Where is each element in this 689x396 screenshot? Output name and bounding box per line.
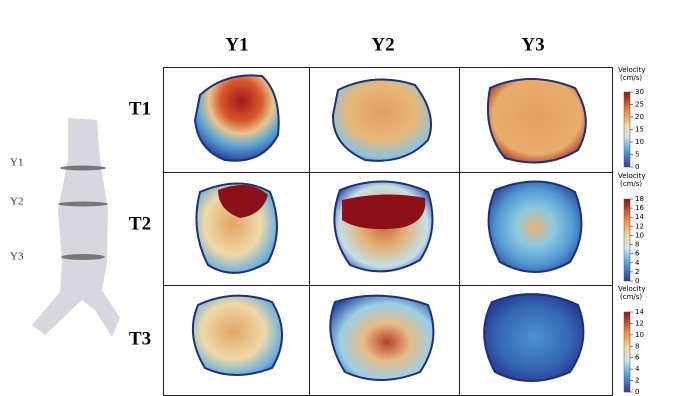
velocity-map [193, 74, 280, 162]
velocity-core [218, 185, 268, 218]
plane [61, 254, 105, 260]
velocity-map [486, 78, 587, 164]
colorbar-tick-label: 4 [635, 365, 640, 373]
colorbar-tick-label: 18 [635, 195, 644, 203]
colorbar-tick-label: 8 [635, 342, 639, 350]
colorbar-tick-label: 25 [635, 101, 644, 109]
velocity-map [329, 294, 435, 381]
plane-label: Y1 [10, 157, 23, 169]
colorbar-tick-label: 10 [635, 331, 644, 339]
colorbar-tick-label: 15 [635, 126, 644, 134]
colorbar-tick-label: 0 [635, 277, 639, 285]
column-header: Y1 [225, 34, 248, 55]
colorbar-tick-label: 20 [635, 113, 644, 121]
colorbar-tick-label: 6 [635, 250, 640, 258]
colorbar-tick-label: 2 [635, 377, 639, 385]
plane-label: Y3 [10, 251, 24, 263]
colorbar-unit: (cm/s) [620, 180, 642, 188]
colorbar-tick-label: 5 [635, 151, 639, 159]
colorbar-unit: (cm/s) [620, 293, 642, 301]
velocity-map [487, 180, 583, 273]
velocity-map [331, 78, 432, 162]
colorbar-tick-label: 4 [635, 259, 640, 267]
plane [58, 201, 108, 207]
colorbar-tick-label: 14 [635, 213, 644, 221]
colorbar-tick-label: 14 [635, 308, 644, 316]
colorbar-tick-label: 10 [635, 231, 644, 239]
colorbar-tick-label: 8 [635, 241, 639, 249]
colorbar [623, 198, 631, 282]
colorbar-title: Velocity [618, 172, 645, 180]
colorbar-tick-label: 30 [635, 88, 644, 96]
plane-label: Y2 [10, 196, 23, 208]
colorbar-tick-label: 2 [635, 268, 639, 276]
colorbar [623, 311, 631, 393]
row-header: T1 [129, 98, 151, 119]
row-header: T3 [129, 328, 151, 349]
column-header: Y3 [521, 34, 544, 55]
colorbar-tick-label: 0 [635, 163, 639, 171]
colorbar-tick-label: 16 [635, 204, 644, 212]
colorbar-unit: (cm/s) [620, 74, 642, 82]
plane [60, 165, 106, 171]
colorbar-title: Velocity [618, 285, 645, 293]
colorbar [623, 91, 631, 168]
velocity-map [191, 294, 283, 376]
colorbar-tick-label: 6 [635, 354, 640, 362]
velocity-core [342, 194, 426, 229]
colorbar-tick-label: 10 [635, 138, 644, 146]
velocity-map [483, 293, 585, 382]
vessel [32, 118, 120, 337]
row-header: T2 [129, 213, 151, 234]
colorbar-tick-label: 12 [635, 319, 644, 327]
column-header: Y2 [371, 34, 394, 55]
colorbar-tick-label: 12 [635, 222, 644, 230]
colorbar-tick-label: 0 [635, 388, 639, 396]
colorbar-title: Velocity [618, 66, 645, 74]
